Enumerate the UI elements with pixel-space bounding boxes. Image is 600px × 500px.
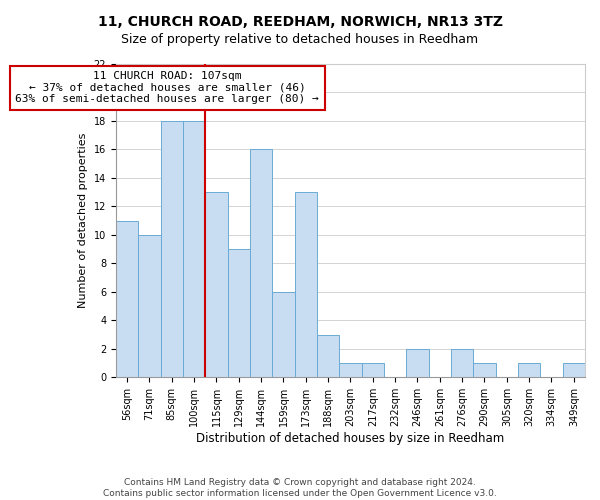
- Text: 11, CHURCH ROAD, REEDHAM, NORWICH, NR13 3TZ: 11, CHURCH ROAD, REEDHAM, NORWICH, NR13 …: [97, 15, 503, 29]
- Bar: [227, 249, 250, 378]
- Bar: [295, 192, 317, 378]
- Bar: [473, 363, 496, 378]
- Bar: [563, 363, 585, 378]
- Bar: [116, 220, 138, 378]
- Text: 11 CHURCH ROAD: 107sqm
← 37% of detached houses are smaller (46)
63% of semi-det: 11 CHURCH ROAD: 107sqm ← 37% of detached…: [16, 71, 319, 104]
- Bar: [406, 349, 428, 378]
- Text: Size of property relative to detached houses in Reedham: Size of property relative to detached ho…: [121, 32, 479, 46]
- Bar: [340, 363, 362, 378]
- Bar: [183, 121, 205, 378]
- X-axis label: Distribution of detached houses by size in Reedham: Distribution of detached houses by size …: [196, 432, 505, 445]
- Bar: [161, 121, 183, 378]
- Y-axis label: Number of detached properties: Number of detached properties: [78, 133, 88, 308]
- Bar: [272, 292, 295, 378]
- Bar: [451, 349, 473, 378]
- Text: Contains HM Land Registry data © Crown copyright and database right 2024.
Contai: Contains HM Land Registry data © Crown c…: [103, 478, 497, 498]
- Bar: [250, 150, 272, 378]
- Bar: [205, 192, 227, 378]
- Bar: [317, 334, 340, 378]
- Bar: [518, 363, 541, 378]
- Bar: [362, 363, 384, 378]
- Bar: [138, 235, 161, 378]
